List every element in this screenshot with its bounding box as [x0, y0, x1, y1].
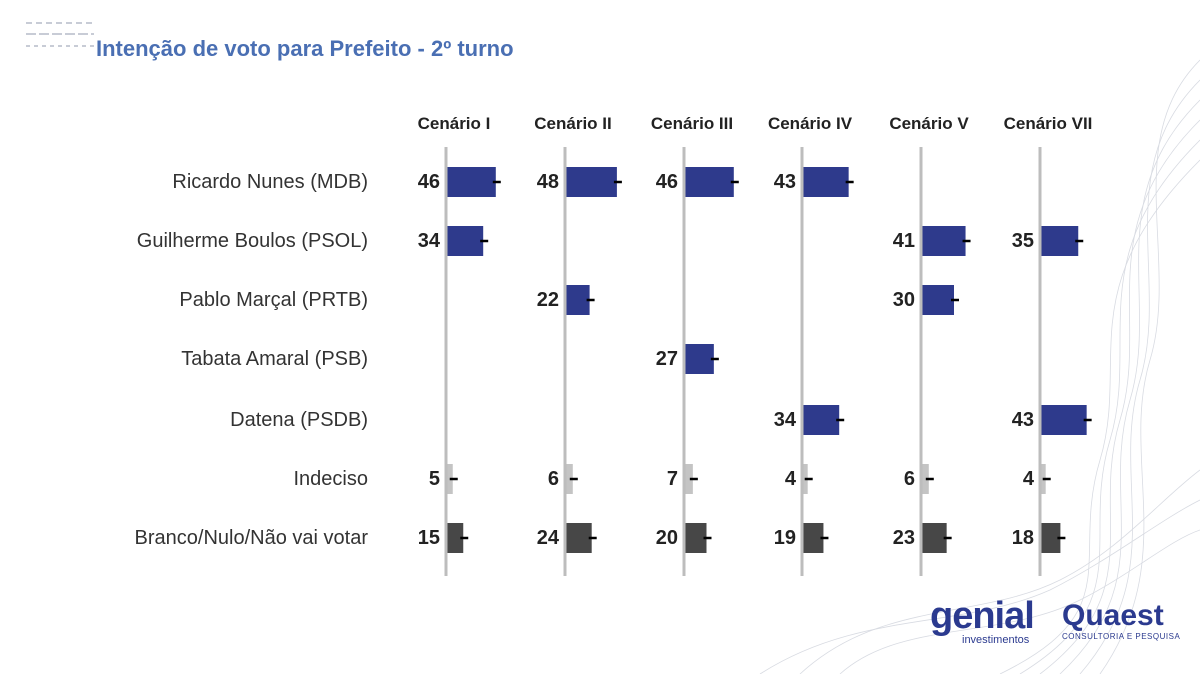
bar: [566, 464, 573, 494]
bar: [566, 523, 592, 553]
data-label: 6: [547, 468, 559, 490]
bar: [922, 226, 966, 256]
data-label: 34: [773, 409, 796, 431]
data-label: 23: [892, 527, 915, 549]
scenario-header: Cenário V: [889, 114, 969, 133]
bar: [1041, 523, 1061, 553]
decorative-dot-grid-icon: [26, 22, 94, 47]
data-label: 5: [428, 468, 440, 490]
candidate-label: Guilherme Boulos (PSOL): [136, 230, 368, 252]
genial-logo-word: genial: [930, 595, 1035, 637]
bar: [922, 285, 954, 315]
quaest-logo-sub: CONSULTORIA E PESQUISA: [1062, 632, 1181, 641]
bar: [447, 523, 464, 553]
candidate-label: Pablo Marçal (PRTB): [179, 289, 368, 311]
data-label: 6: [903, 468, 915, 490]
scenario-header: Cenário I: [417, 114, 491, 133]
scenario-header: Cenário III: [650, 114, 734, 133]
bar: [922, 464, 929, 494]
bar: [922, 523, 947, 553]
data-label: 19: [773, 527, 796, 549]
scenario-header: Cenário VII: [1003, 114, 1093, 133]
scenario-header: Cenário II: [534, 114, 612, 133]
data-label: 22: [536, 289, 559, 311]
data-label: 41: [892, 230, 915, 252]
data-label: 46: [655, 171, 678, 193]
data-label: 30: [892, 289, 915, 311]
bar: [685, 344, 714, 374]
data-label: 27: [655, 348, 678, 370]
scenario-header: Cenário IV: [767, 114, 853, 133]
genial-logo-sub: investimentos: [962, 634, 1030, 646]
bar: [803, 405, 840, 435]
bar: [803, 167, 849, 197]
genial-logo: genial investimentos: [930, 595, 1050, 648]
bar: [566, 285, 590, 315]
bar: [1041, 405, 1087, 435]
bar: [566, 167, 617, 197]
bar: [685, 167, 734, 197]
candidate-label: Indeciso: [293, 468, 369, 490]
data-label: 4: [1022, 468, 1034, 490]
bar: [1041, 226, 1079, 256]
data-label: 43: [1011, 409, 1034, 431]
data-label: 43: [773, 171, 796, 193]
data-label: 34: [417, 230, 440, 252]
bar: [447, 167, 496, 197]
candidate-label: Branco/Nulo/Não vai votar: [134, 527, 368, 549]
data-label: 35: [1011, 230, 1034, 252]
candidate-label: Tabata Amaral (PSB): [181, 348, 368, 370]
data-label: 18: [1011, 527, 1034, 549]
quaest-logo: Quaest CONSULTORIA E PESQUISA: [1062, 600, 1182, 650]
candidate-label: Datena (PSDB): [230, 409, 368, 431]
candidate-label: Ricardo Nunes (MDB): [172, 171, 368, 193]
bar: [685, 523, 707, 553]
data-label: 20: [655, 527, 678, 549]
data-label: 48: [536, 171, 559, 193]
page-title: Intenção de voto para Prefeito - 2º turn…: [96, 36, 514, 61]
bar: [803, 523, 824, 553]
data-label: 46: [417, 171, 440, 193]
data-label: 24: [536, 527, 559, 549]
bar: [447, 226, 484, 256]
bar: [685, 464, 693, 494]
data-label: 7: [666, 468, 678, 490]
data-label: 15: [417, 527, 440, 549]
data-label: 4: [784, 468, 796, 490]
quaest-logo-word: Quaest: [1062, 599, 1164, 632]
